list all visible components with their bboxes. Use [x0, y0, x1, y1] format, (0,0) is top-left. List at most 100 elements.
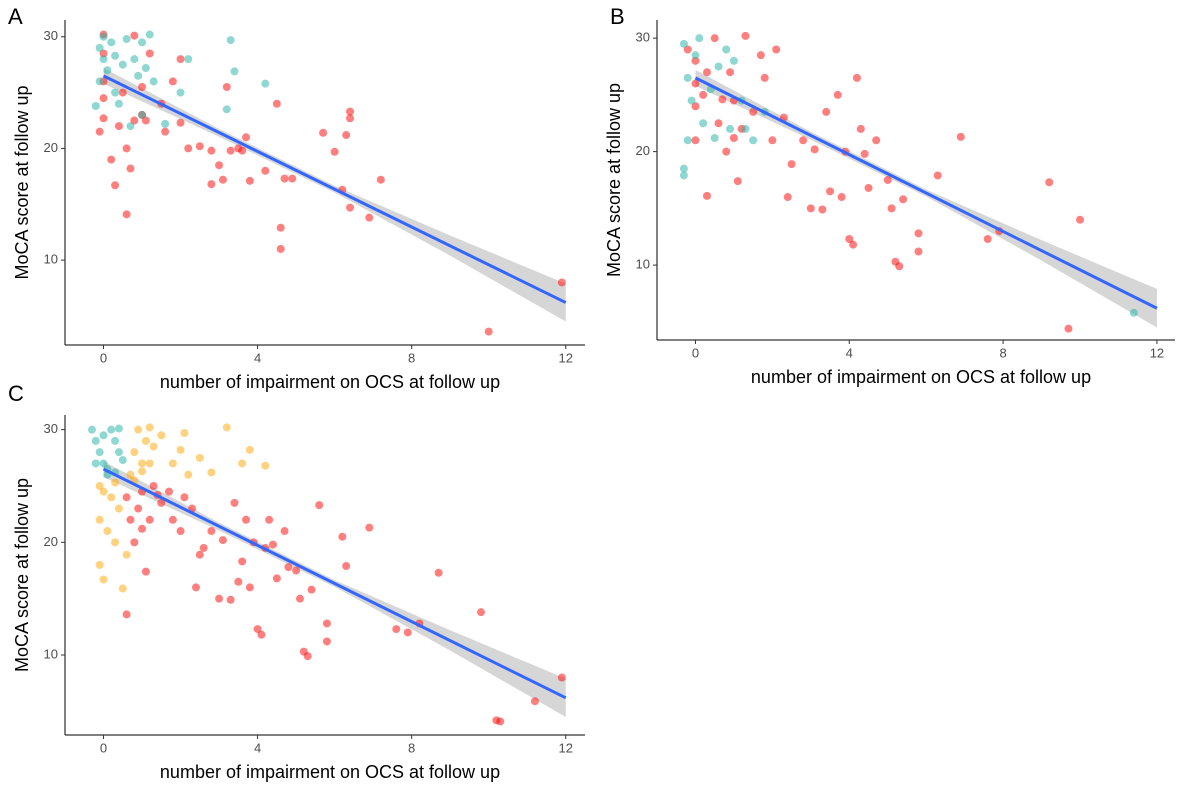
data-point	[114, 122, 123, 131]
data-point	[114, 99, 123, 108]
data-point	[729, 56, 738, 65]
data-point	[346, 107, 355, 116]
data-point	[145, 423, 154, 432]
data-point	[557, 278, 566, 287]
data-point	[99, 55, 108, 64]
data-point	[983, 235, 992, 244]
data-point	[207, 146, 216, 155]
data-point	[141, 64, 150, 73]
data-point	[726, 68, 735, 77]
data-point	[276, 223, 285, 232]
data-point	[245, 445, 254, 454]
data-point	[87, 425, 96, 434]
data-point	[157, 431, 166, 440]
data-point	[496, 717, 505, 726]
data-point	[338, 532, 347, 541]
x-tick-label: 8	[408, 350, 415, 365]
data-point	[114, 448, 123, 457]
data-point	[95, 481, 104, 490]
data-point	[826, 187, 835, 196]
data-point	[276, 244, 285, 253]
data-point	[161, 119, 170, 128]
data-point	[322, 619, 331, 628]
data-point	[864, 183, 873, 192]
data-point	[99, 49, 108, 58]
data-point	[772, 45, 781, 54]
data-point	[729, 134, 738, 143]
data-point	[126, 515, 135, 524]
data-point	[699, 90, 708, 99]
fit-line	[102, 74, 567, 304]
data-point	[253, 625, 262, 634]
data-point	[346, 114, 355, 123]
x-tick-label: 8	[408, 740, 415, 755]
data-point	[99, 431, 108, 440]
data-point	[145, 49, 154, 58]
data-point	[261, 166, 270, 175]
data-point	[207, 180, 216, 189]
data-point	[756, 51, 765, 60]
x-tick-label: 8	[999, 345, 1006, 360]
data-point	[691, 79, 700, 88]
data-point	[376, 175, 385, 184]
data-point	[714, 62, 723, 71]
data-point	[265, 515, 274, 524]
data-point	[180, 429, 189, 438]
data-point	[242, 515, 251, 524]
data-point	[126, 470, 135, 479]
x-tick-label: 4	[846, 345, 853, 360]
data-point	[749, 107, 758, 116]
data-point	[99, 487, 108, 496]
data-point	[284, 563, 293, 572]
data-point	[714, 119, 723, 128]
y-tick-label: 20	[44, 534, 58, 549]
data-point	[230, 67, 239, 76]
data-point	[760, 73, 769, 82]
data-point	[176, 527, 185, 536]
data-point	[226, 146, 235, 155]
y-axis-title: MoCA score at follow up	[604, 83, 624, 277]
data-point	[122, 550, 131, 559]
panel-label: C	[8, 381, 24, 406]
data-point	[749, 136, 758, 145]
data-point	[95, 515, 104, 524]
data-point	[261, 79, 270, 88]
data-point	[319, 128, 328, 137]
data-point	[107, 155, 116, 164]
confidence-band	[103, 461, 566, 717]
data-point	[1064, 324, 1073, 333]
data-point	[702, 191, 711, 200]
data-point	[852, 73, 861, 82]
data-point	[130, 538, 139, 547]
fit-line	[102, 467, 567, 700]
data-point	[141, 436, 150, 445]
data-point	[883, 176, 892, 184]
data-point	[91, 436, 100, 445]
data-point	[138, 524, 147, 533]
data-point	[787, 160, 796, 169]
data-point	[887, 204, 896, 213]
data-point	[683, 73, 692, 82]
data-point	[837, 193, 846, 202]
data-point	[215, 161, 224, 170]
data-point	[191, 583, 200, 592]
data-point	[134, 504, 143, 513]
data-point	[99, 575, 108, 584]
data-point	[138, 110, 147, 119]
data-point	[242, 133, 251, 142]
data-point	[245, 583, 254, 592]
data-point	[365, 213, 374, 222]
data-point	[856, 124, 865, 133]
y-tick-label: 20	[44, 140, 58, 155]
data-point	[722, 147, 731, 156]
data-point	[365, 523, 374, 532]
data-point	[161, 127, 170, 136]
data-point	[530, 697, 539, 706]
data-point	[168, 77, 177, 86]
data-point	[1045, 178, 1054, 187]
data-point	[679, 171, 688, 180]
panel: B 10 20 30 0 4 8 12 number of impairment on OCS …	[604, 4, 1175, 387]
data-point	[230, 498, 239, 507]
data-point	[245, 176, 254, 185]
